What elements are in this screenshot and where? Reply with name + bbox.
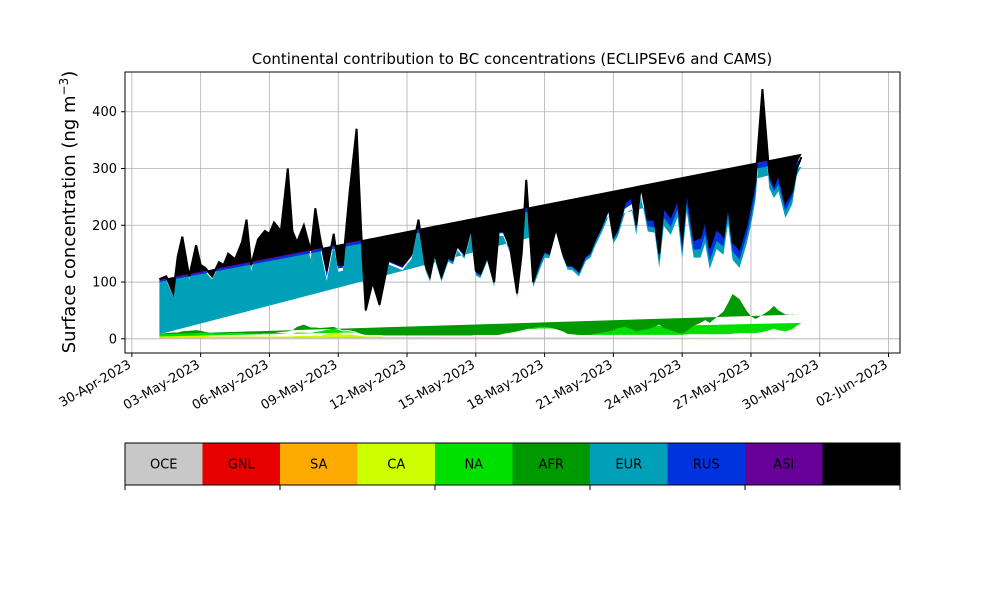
total-line [159,88,803,311]
y-tick-label: 400 [92,105,117,120]
legend-label-ca: CA [387,458,405,473]
legend-label-afr: AFR [539,458,564,473]
legend-label-rus: RUS [693,458,720,473]
x-tick-label: 03-May-2023 [121,357,203,413]
area-series-ca [159,332,802,338]
legend-swatch-asi [745,443,823,485]
area-series-oce [159,338,802,339]
legend-swatch-afr [512,443,591,485]
colorbar-legend: OCE GNL SA CA NA AFR EUR RUS ASI AUS [124,442,901,490]
plot-area: 010020030040030-Apr-202303-May-202306-Ma… [57,71,901,413]
legend-swatch-oce [125,443,203,485]
y-axis-label: Surface concentration (ng m−3) [57,71,80,354]
area-series-aus [159,93,802,310]
chart-title: Continental contribution to BC concentra… [252,50,773,68]
y-tick-label: 300 [92,162,117,177]
colorbar-frame [124,442,901,486]
legend-swatch-gnl [202,443,281,485]
area-series-sa [159,335,802,339]
legend-label-asi: ASI [773,458,794,473]
legend-label-na: NA [464,458,483,473]
legend-swatch-aus [822,443,901,485]
x-tick-label: 24-May-2023 [602,357,684,413]
legend-swatch-ca [357,443,436,485]
area-series-eur [159,110,802,335]
legend-label-sa: SA [310,458,327,473]
legend-swatch-sa [280,443,358,485]
x-tick-label: 27-May-2023 [671,357,753,413]
legend-label-aus: AUS [848,458,875,473]
x-tick-label: 15-May-2023 [396,357,478,413]
legend-swatch-rus [667,443,746,485]
y-axis-label-unit-sup: −3 [57,78,71,96]
x-tick-label: 12-May-2023 [327,357,409,413]
x-tick-label: 02-Jun-2023 [814,357,891,410]
x-tick-label: 21-May-2023 [534,357,616,413]
x-tick-label: 18-May-2023 [465,357,547,413]
plot-frame [124,71,901,354]
legend-label-gnl: GNL [228,458,256,473]
legend-swatch-na [435,443,513,485]
legend-label-oce: OCE [150,458,178,473]
area-series-afr [159,293,802,336]
y-tick-label: 0 [109,332,117,347]
y-tick-label: 100 [92,276,117,291]
legend-label-eur: EUR [615,458,642,473]
legend-swatch-eur [590,443,668,485]
x-tick-label: 06-May-2023 [190,357,272,413]
y-tick-label: 200 [92,219,117,234]
x-tick-label: 30-May-2023 [740,357,822,413]
x-tick-label: 09-May-2023 [259,357,341,413]
